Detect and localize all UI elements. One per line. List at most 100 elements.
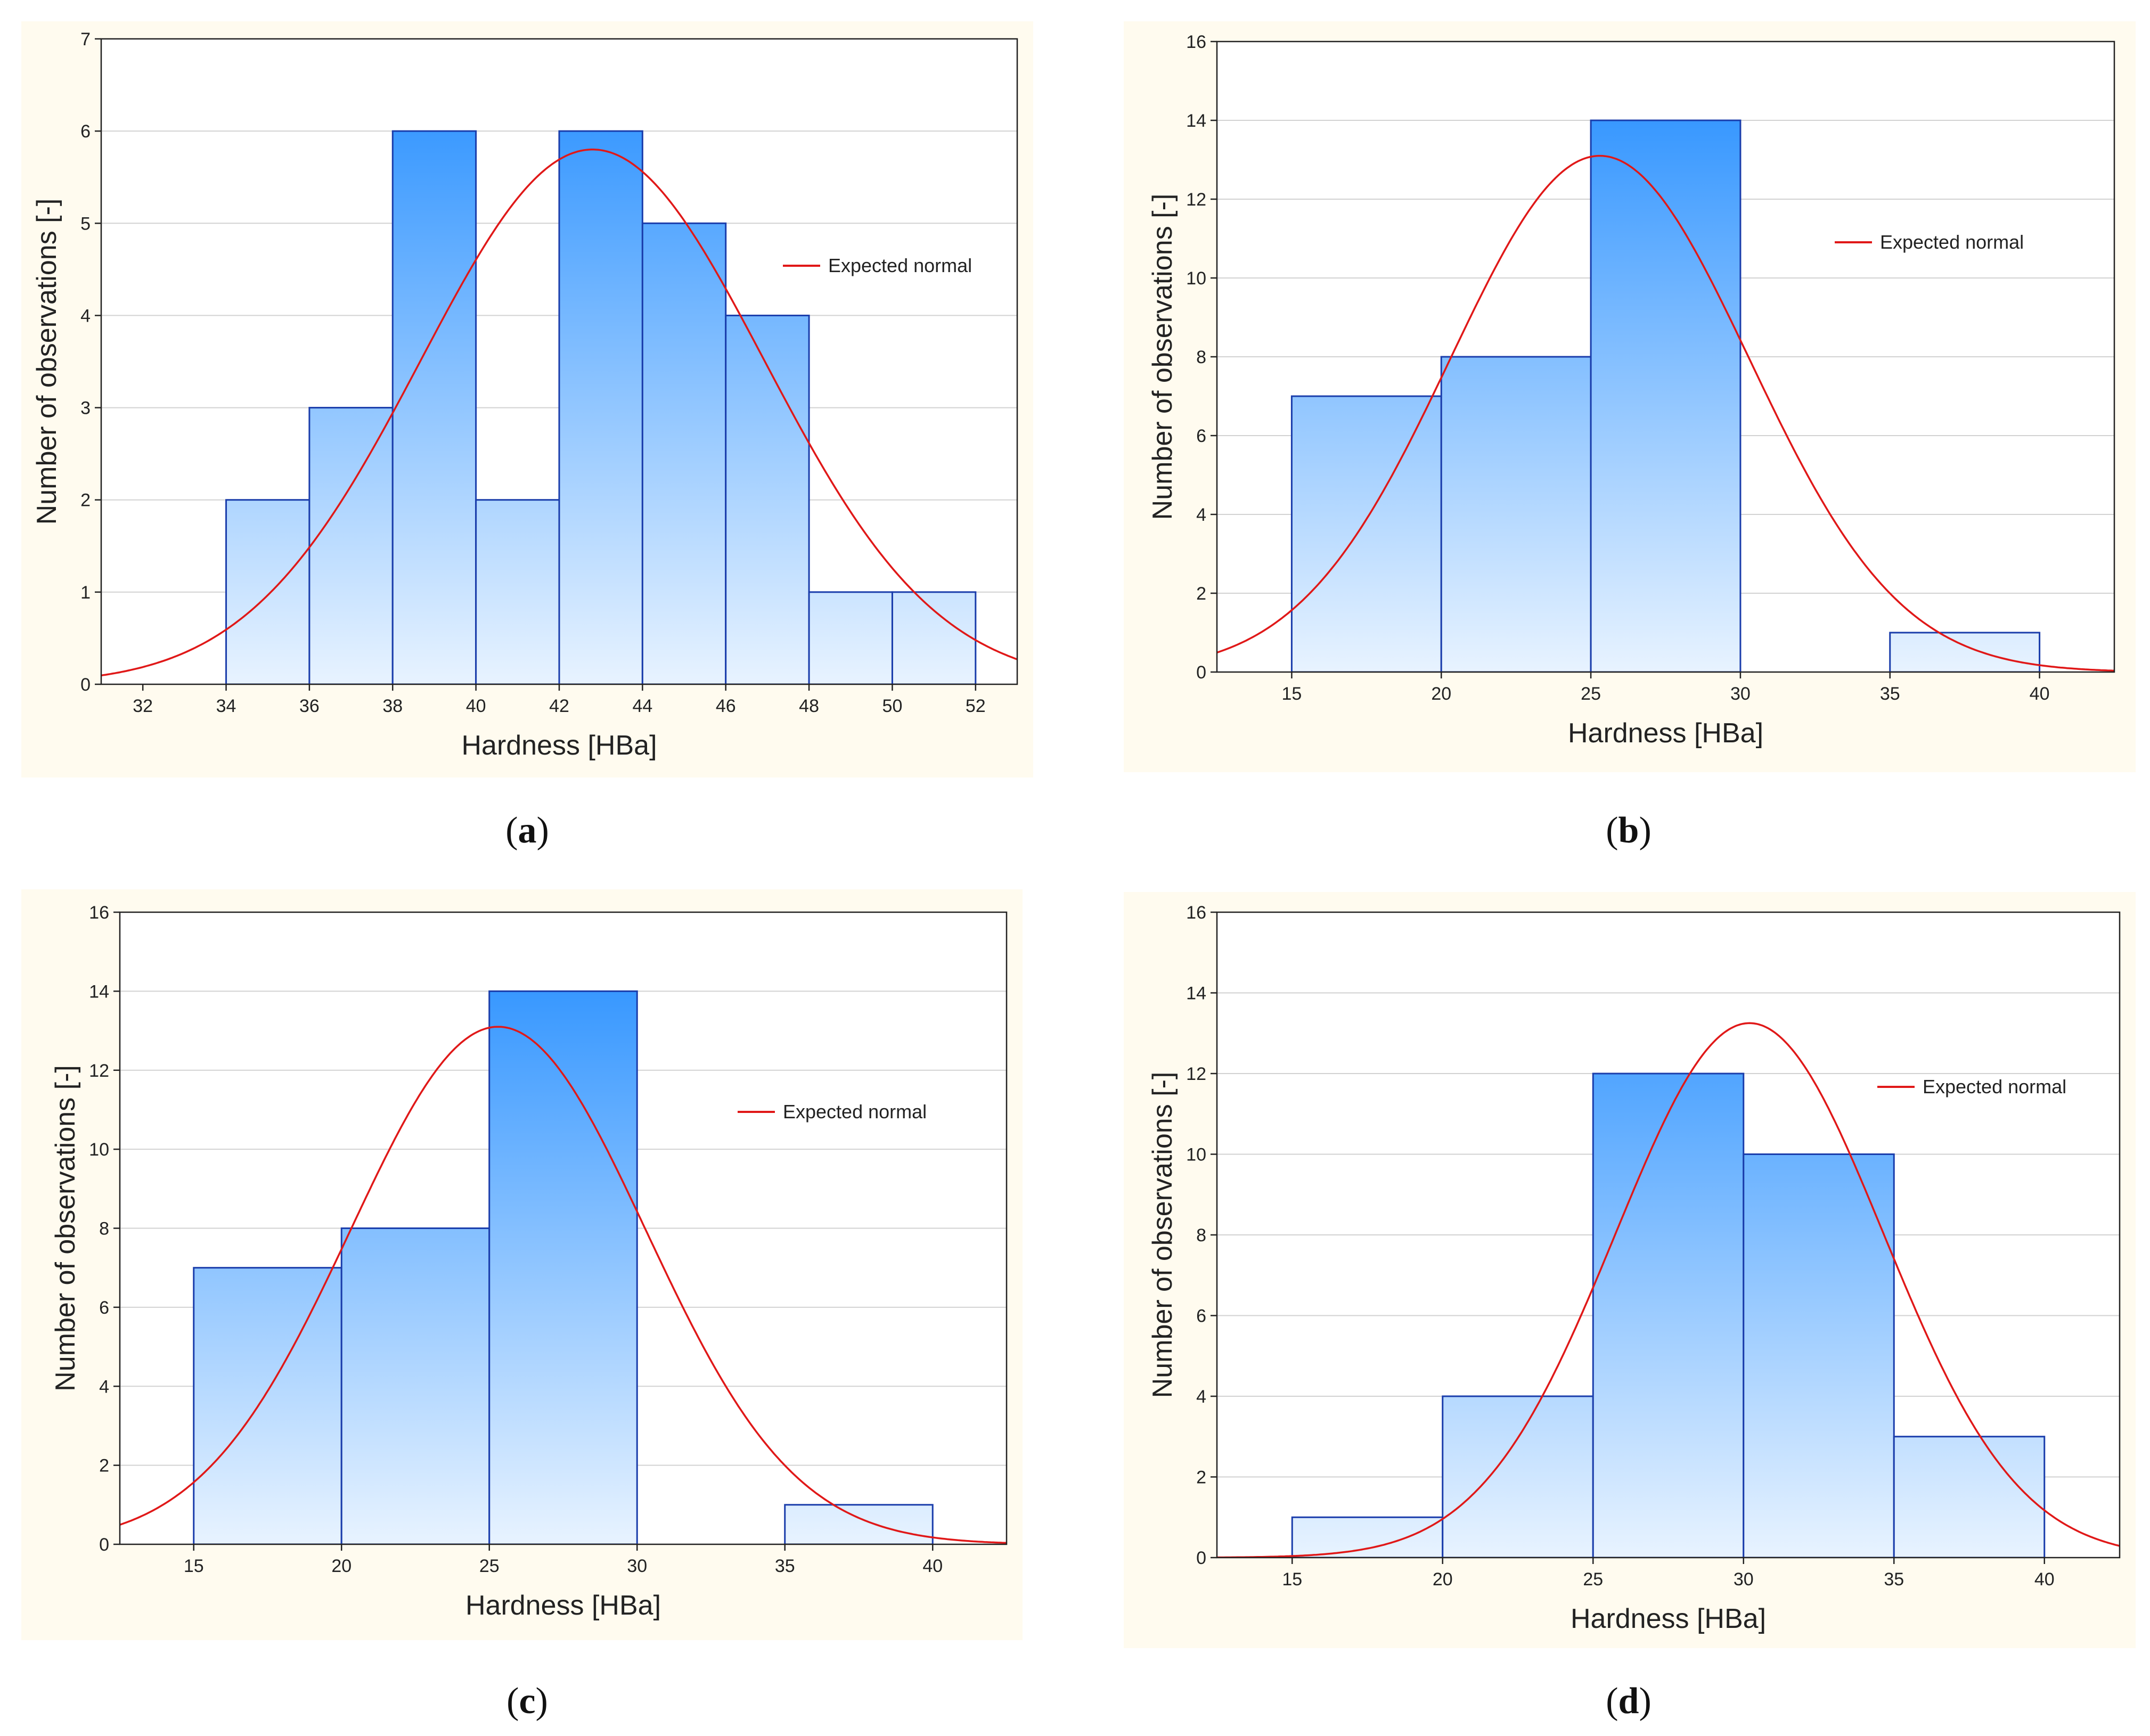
y-tick-label-a-2: 2 xyxy=(80,490,91,511)
y-axis-title-a: Number of observations [-] xyxy=(31,199,62,525)
y-tick-label-d-8: 16 xyxy=(1186,903,1206,923)
histogram-bar-a-0 xyxy=(225,499,310,684)
y-tick-label-d-0: 0 xyxy=(1196,1548,1206,1568)
x-tick-label-b-3: 30 xyxy=(1730,684,1751,704)
caption-b-letter: b xyxy=(1618,810,1639,851)
x-tick-label-a-5: 42 xyxy=(549,696,569,716)
histogram-bar-a-1 xyxy=(308,407,394,684)
y-tick-label-b-5: 10 xyxy=(1186,268,1206,289)
x-tick-label-c-0: 15 xyxy=(184,1556,204,1576)
y-tick-label-a-5: 5 xyxy=(80,214,91,234)
x-axis-title-c: Hardness [HBa] xyxy=(465,1590,661,1621)
y-tick-label-d-1: 2 xyxy=(1196,1468,1206,1488)
y-tick-label-b-7: 14 xyxy=(1186,111,1206,131)
y-tick-label-b-2: 4 xyxy=(1196,505,1206,525)
y-tick-label-c-3: 6 xyxy=(99,1298,109,1318)
histogram-bar-d-4 xyxy=(1893,1436,2046,1558)
caption-c-letter: c xyxy=(519,1681,536,1722)
histogram-bar-c-1 xyxy=(340,1227,491,1544)
x-tick-label-c-2: 25 xyxy=(479,1556,500,1576)
normal-curve-a xyxy=(101,149,1017,677)
histogram-bar-a-8 xyxy=(891,591,977,684)
x-tick-label-d-1: 20 xyxy=(1433,1569,1453,1590)
y-tick-label-b-4: 8 xyxy=(1196,347,1206,367)
y-tick-label-c-0: 0 xyxy=(99,1535,109,1555)
x-axis-title-d: Hardness [HBa] xyxy=(1571,1603,1766,1634)
caption-a-letter: a xyxy=(518,810,537,851)
y-tick-label-b-1: 2 xyxy=(1196,584,1206,604)
histogram-chart-d: 0 2 4 6 8 10 12 14 16 15 20 25 30 35 40 Hardness [HBa] N… xyxy=(1147,903,2121,1634)
histogram-bar-b-3 xyxy=(1889,632,2041,672)
x-tick-label-a-4: 40 xyxy=(466,696,486,716)
y-tick-label-a-6: 6 xyxy=(80,121,91,142)
caption-b: (b) xyxy=(1606,810,1652,851)
y-tick-label-c-6: 12 xyxy=(89,1061,109,1081)
caption-d-letter: d xyxy=(1618,1681,1639,1722)
histogram-bar-a-3 xyxy=(475,499,560,684)
histogram-bar-d-3 xyxy=(1743,1153,1895,1558)
histogram-bar-d-2 xyxy=(1592,1072,1745,1558)
x-tick-label-b-2: 25 xyxy=(1581,684,1601,704)
normal-curve-b xyxy=(1217,154,2114,672)
y-tick-label-d-3: 6 xyxy=(1196,1306,1206,1326)
histogram-bar-a-6 xyxy=(725,314,810,684)
y-tick-label-c-5: 10 xyxy=(89,1140,109,1160)
y-axis-title-b: Number of observations [-] xyxy=(1147,194,1178,520)
histogram-bar-a-2 xyxy=(391,130,477,684)
histogram-bar-c-0 xyxy=(193,1267,342,1544)
y-tick-label-d-7: 14 xyxy=(1186,984,1206,1004)
x-tick-label-a-10: 52 xyxy=(966,696,986,716)
x-tick-label-d-4: 35 xyxy=(1884,1569,1904,1590)
histogram-bar-b-0 xyxy=(1290,395,1442,672)
histogram-bar-b-2 xyxy=(1590,119,1742,672)
caption-a: (a) xyxy=(505,810,549,851)
histogram-bar-d-1 xyxy=(1442,1395,1594,1558)
histogram-chart-b: 0 2 4 6 8 10 12 14 16 15 20 25 30 35 40 Hardness [HBa] N… xyxy=(1147,32,2115,749)
x-tick-label-c-3: 30 xyxy=(627,1556,647,1576)
y-tick-label-a-7: 7 xyxy=(80,29,91,50)
caption-c: (c) xyxy=(506,1681,548,1722)
y-tick-label-c-8: 16 xyxy=(89,903,109,923)
x-tick-label-b-1: 20 xyxy=(1431,684,1451,704)
x-tick-label-c-4: 35 xyxy=(775,1556,795,1576)
y-axis-title-c: Number of observations [-] xyxy=(50,1065,81,1391)
histogram-bar-a-4 xyxy=(558,130,643,684)
x-tick-label-a-6: 44 xyxy=(632,696,652,716)
legend-label-b: Expected normal xyxy=(1880,231,2024,253)
y-tick-label-a-1: 1 xyxy=(80,583,91,603)
y-tick-label-a-3: 3 xyxy=(80,398,91,419)
x-tick-label-a-8: 48 xyxy=(799,696,819,716)
x-tick-label-a-0: 32 xyxy=(133,696,153,716)
y-tick-label-b-3: 6 xyxy=(1196,426,1206,446)
histogram-bar-b-1 xyxy=(1440,356,1592,672)
normal-curve-c xyxy=(120,1026,1007,1544)
y-tick-label-b-0: 0 xyxy=(1196,662,1206,683)
caption-d: (d) xyxy=(1606,1681,1652,1722)
y-tick-label-d-6: 12 xyxy=(1186,1064,1206,1084)
y-tick-label-c-2: 4 xyxy=(99,1377,109,1397)
x-tick-label-c-1: 20 xyxy=(331,1556,351,1576)
y-tick-label-a-0: 0 xyxy=(80,675,91,695)
x-tick-label-b-4: 35 xyxy=(1880,684,1900,704)
x-axis-title-b: Hardness [HBa] xyxy=(1568,718,1763,749)
x-tick-label-b-0: 15 xyxy=(1282,684,1302,704)
x-tick-label-a-3: 38 xyxy=(382,696,403,716)
y-tick-label-c-4: 8 xyxy=(99,1219,109,1239)
y-tick-label-c-7: 14 xyxy=(89,981,109,1002)
histogram-bar-d-0 xyxy=(1291,1516,1444,1558)
y-axis-title-d: Number of observations [-] xyxy=(1147,1072,1178,1398)
x-tick-label-a-2: 36 xyxy=(299,696,320,716)
x-tick-label-b-5: 40 xyxy=(2030,684,2050,704)
x-tick-label-a-9: 50 xyxy=(882,696,903,716)
legend-label-d: Expected normal xyxy=(1923,1076,2066,1098)
legend-label-a: Expected normal xyxy=(828,255,972,276)
x-tick-label-a-7: 46 xyxy=(716,696,736,716)
histogram-bar-c-3 xyxy=(784,1504,934,1544)
y-tick-label-d-4: 8 xyxy=(1196,1225,1206,1246)
x-tick-label-d-5: 40 xyxy=(2034,1569,2055,1590)
x-axis-title-a: Hardness [HBa] xyxy=(461,730,657,761)
y-tick-label-d-5: 10 xyxy=(1186,1145,1206,1165)
x-tick-label-d-2: 25 xyxy=(1583,1569,1603,1590)
normal-curve-d xyxy=(1217,1022,2120,1558)
